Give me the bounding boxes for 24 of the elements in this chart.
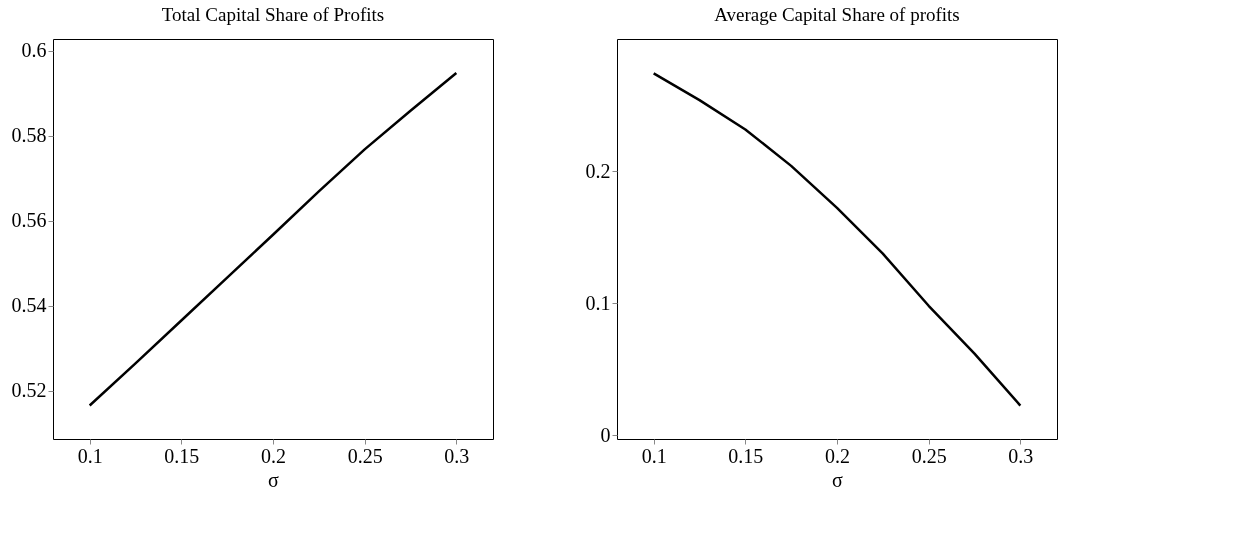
line-series: [652, 72, 1022, 407]
y-tick-label: 0.52: [11, 379, 47, 402]
x-tick-label: 0.2: [261, 444, 286, 467]
x-tick-label: 0.15: [164, 444, 200, 467]
x-tick-label: 0.25: [911, 444, 947, 467]
x-tick-label: 0.15: [728, 444, 764, 467]
y-tick-label: 0.2: [585, 159, 611, 182]
line-series: [88, 71, 458, 407]
y-tick-label: 0.54: [11, 294, 47, 317]
chart-title: Average Capital Share of profits: [714, 4, 960, 25]
x-tick-label: 0.25: [347, 444, 383, 467]
x-axis-title: σ: [832, 468, 844, 491]
x-tick-label: 0.3: [1008, 444, 1034, 467]
x-tick-label: 0.2: [825, 444, 850, 467]
y-tick-label: 0.56: [11, 209, 47, 232]
x-axis-title: σ: [268, 468, 280, 491]
y-tick-label: 0.58: [11, 124, 47, 147]
y-tick-label: 0.1: [585, 291, 611, 314]
x-tick-label: 0.3: [444, 444, 470, 467]
chart-title: Total Capital Share of Profits: [161, 4, 385, 25]
x-tick-label: 0.1: [77, 444, 103, 467]
y-tick-label: 0: [600, 423, 611, 446]
x-tick-label: 0.1: [641, 444, 667, 467]
y-tick-label: 0.6: [21, 39, 47, 62]
